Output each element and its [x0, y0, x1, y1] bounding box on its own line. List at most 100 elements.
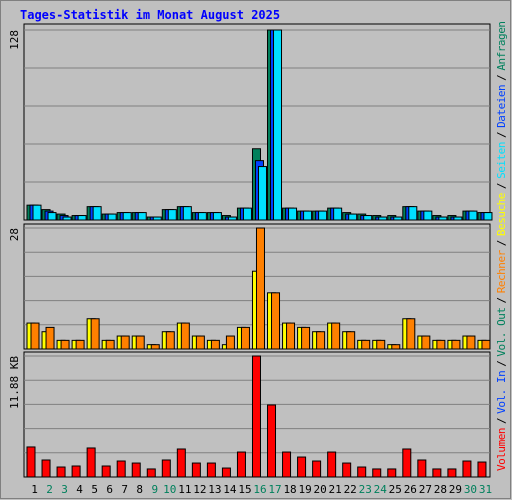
x-tick-label: 15: [238, 483, 251, 496]
bar: [406, 318, 416, 350]
x-tick-label: 27: [419, 483, 432, 496]
bar: [71, 465, 81, 478]
legend-separator: /: [495, 360, 508, 367]
x-tick-label: 5: [91, 483, 98, 496]
chart-title: Tages-Statistik im Monat August 2025: [20, 8, 280, 22]
bar: [47, 212, 57, 221]
bar: [122, 212, 132, 221]
bar: [150, 344, 160, 350]
bar: [417, 459, 427, 478]
bar: [210, 339, 220, 350]
bar: [116, 460, 126, 478]
bar: [288, 207, 298, 221]
bar: [236, 451, 246, 478]
bar: [462, 460, 472, 478]
x-tick-label: 18: [283, 483, 296, 496]
bar: [107, 213, 117, 221]
x-tick-label: 4: [76, 483, 83, 496]
x-tick-label: 22: [344, 483, 357, 496]
bar: [331, 322, 341, 350]
bar: [316, 331, 326, 350]
x-tick-label: 25: [389, 483, 402, 496]
bar: [432, 468, 442, 478]
bar: [240, 326, 250, 350]
x-tick-label: 23: [359, 483, 372, 496]
x-tick-label: 10: [163, 483, 176, 496]
x-tick-label: 11: [178, 483, 191, 496]
bar: [221, 467, 231, 478]
legend-entry: Rechner: [495, 249, 508, 293]
legend-separator: /: [495, 182, 508, 189]
bar: [77, 215, 87, 221]
bar: [391, 344, 401, 350]
x-tick-label: 29: [449, 483, 462, 496]
bar: [180, 322, 190, 350]
bar: [182, 206, 192, 221]
bar: [303, 210, 313, 221]
x-tick-label: 17: [268, 483, 281, 496]
bar: [483, 212, 493, 221]
bar: [481, 339, 491, 350]
x-tick-label: 14: [223, 483, 237, 496]
y-tick-label: 128: [8, 30, 21, 50]
x-tick-label: 19: [298, 483, 311, 496]
bar: [165, 331, 175, 350]
bar: [447, 468, 457, 478]
bar: [45, 326, 55, 350]
bar: [438, 216, 448, 221]
bar: [41, 459, 51, 478]
bar: [286, 322, 296, 350]
bar: [191, 462, 201, 478]
bar: [301, 326, 311, 350]
bar: [30, 322, 40, 350]
bar: [131, 462, 141, 478]
bar: [421, 335, 431, 350]
bar: [206, 462, 216, 478]
bar: [408, 206, 418, 221]
bar: [346, 331, 356, 350]
x-tick-label: 3: [61, 483, 68, 496]
bar: [26, 446, 36, 478]
bar: [167, 209, 177, 221]
x-tick-label: 16: [253, 483, 266, 496]
bar: [423, 210, 433, 221]
bar: [257, 166, 267, 221]
x-tick-label: 12: [193, 483, 206, 496]
bar: [393, 216, 403, 221]
bar: [372, 468, 382, 478]
bar: [402, 448, 412, 478]
bar: [271, 292, 281, 350]
x-tick-label: 13: [208, 483, 221, 496]
bar: [312, 460, 322, 478]
bar: [90, 318, 100, 350]
bar: [327, 451, 337, 478]
bar: [137, 212, 147, 221]
bar: [56, 466, 66, 478]
x-tick-label: 28: [434, 483, 447, 496]
x-tick-label: 1: [31, 483, 38, 496]
legend-entry: Anfragen: [495, 21, 508, 71]
bar: [161, 459, 171, 478]
bar: [146, 468, 156, 478]
bar: [436, 339, 446, 350]
bar: [378, 216, 388, 221]
bar: [32, 204, 42, 221]
bar: [468, 210, 478, 221]
bar: [342, 462, 352, 478]
legend-separator: /: [495, 417, 508, 424]
x-tick-label: 7: [121, 483, 128, 496]
legend-separator: /: [495, 240, 508, 247]
bar: [361, 339, 371, 350]
bar: [195, 335, 205, 350]
bar: [273, 29, 283, 221]
x-tick-label: 2: [46, 483, 53, 496]
bar: [135, 335, 145, 350]
bar: [348, 213, 358, 221]
x-tick-label: 20: [314, 483, 327, 496]
bar: [333, 207, 343, 221]
bar: [212, 212, 222, 221]
bar: [60, 339, 70, 350]
bar: [176, 448, 186, 478]
bar: [297, 456, 307, 478]
